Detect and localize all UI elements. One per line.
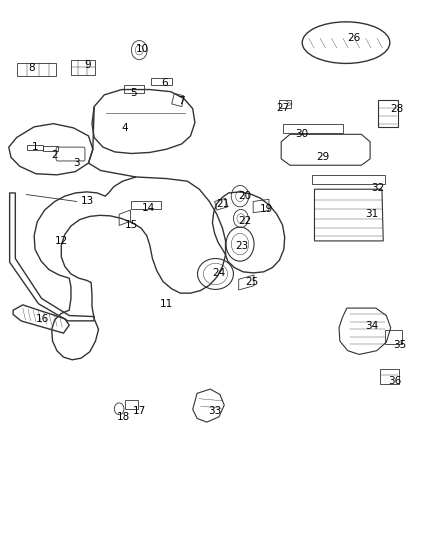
Text: 3: 3 [73,158,80,167]
Text: 34: 34 [365,321,378,331]
Text: 9: 9 [84,60,91,70]
Text: 33: 33 [208,407,221,416]
Text: 35: 35 [393,341,406,350]
Text: 30: 30 [295,130,308,139]
Text: 22: 22 [239,216,252,226]
Text: 10: 10 [136,44,149,54]
Text: 20: 20 [238,191,251,201]
Text: 2: 2 [51,150,58,159]
Text: 29: 29 [317,152,330,162]
Text: 5: 5 [130,88,137,98]
Text: 16: 16 [36,314,49,324]
Text: 28: 28 [390,104,403,114]
Text: 25: 25 [245,278,258,287]
Text: 24: 24 [212,268,226,278]
Text: 6: 6 [161,78,168,87]
Text: 8: 8 [28,63,35,73]
Text: 7: 7 [178,96,185,106]
Text: 12: 12 [55,236,68,246]
Text: 26: 26 [347,34,360,43]
Text: 4: 4 [121,123,128,133]
Text: 14: 14 [142,203,155,213]
Text: 36: 36 [389,376,402,386]
Text: 21: 21 [216,199,229,208]
Text: 19: 19 [260,204,273,214]
Text: 18: 18 [117,412,130,422]
Text: 31: 31 [365,209,378,219]
Text: 1: 1 [32,142,39,151]
Text: 17: 17 [133,407,146,416]
Text: 15: 15 [125,220,138,230]
Text: 27: 27 [276,103,289,112]
Text: 11: 11 [160,299,173,309]
Text: 32: 32 [371,183,384,192]
Text: 23: 23 [235,241,248,251]
Text: 13: 13 [81,197,94,206]
